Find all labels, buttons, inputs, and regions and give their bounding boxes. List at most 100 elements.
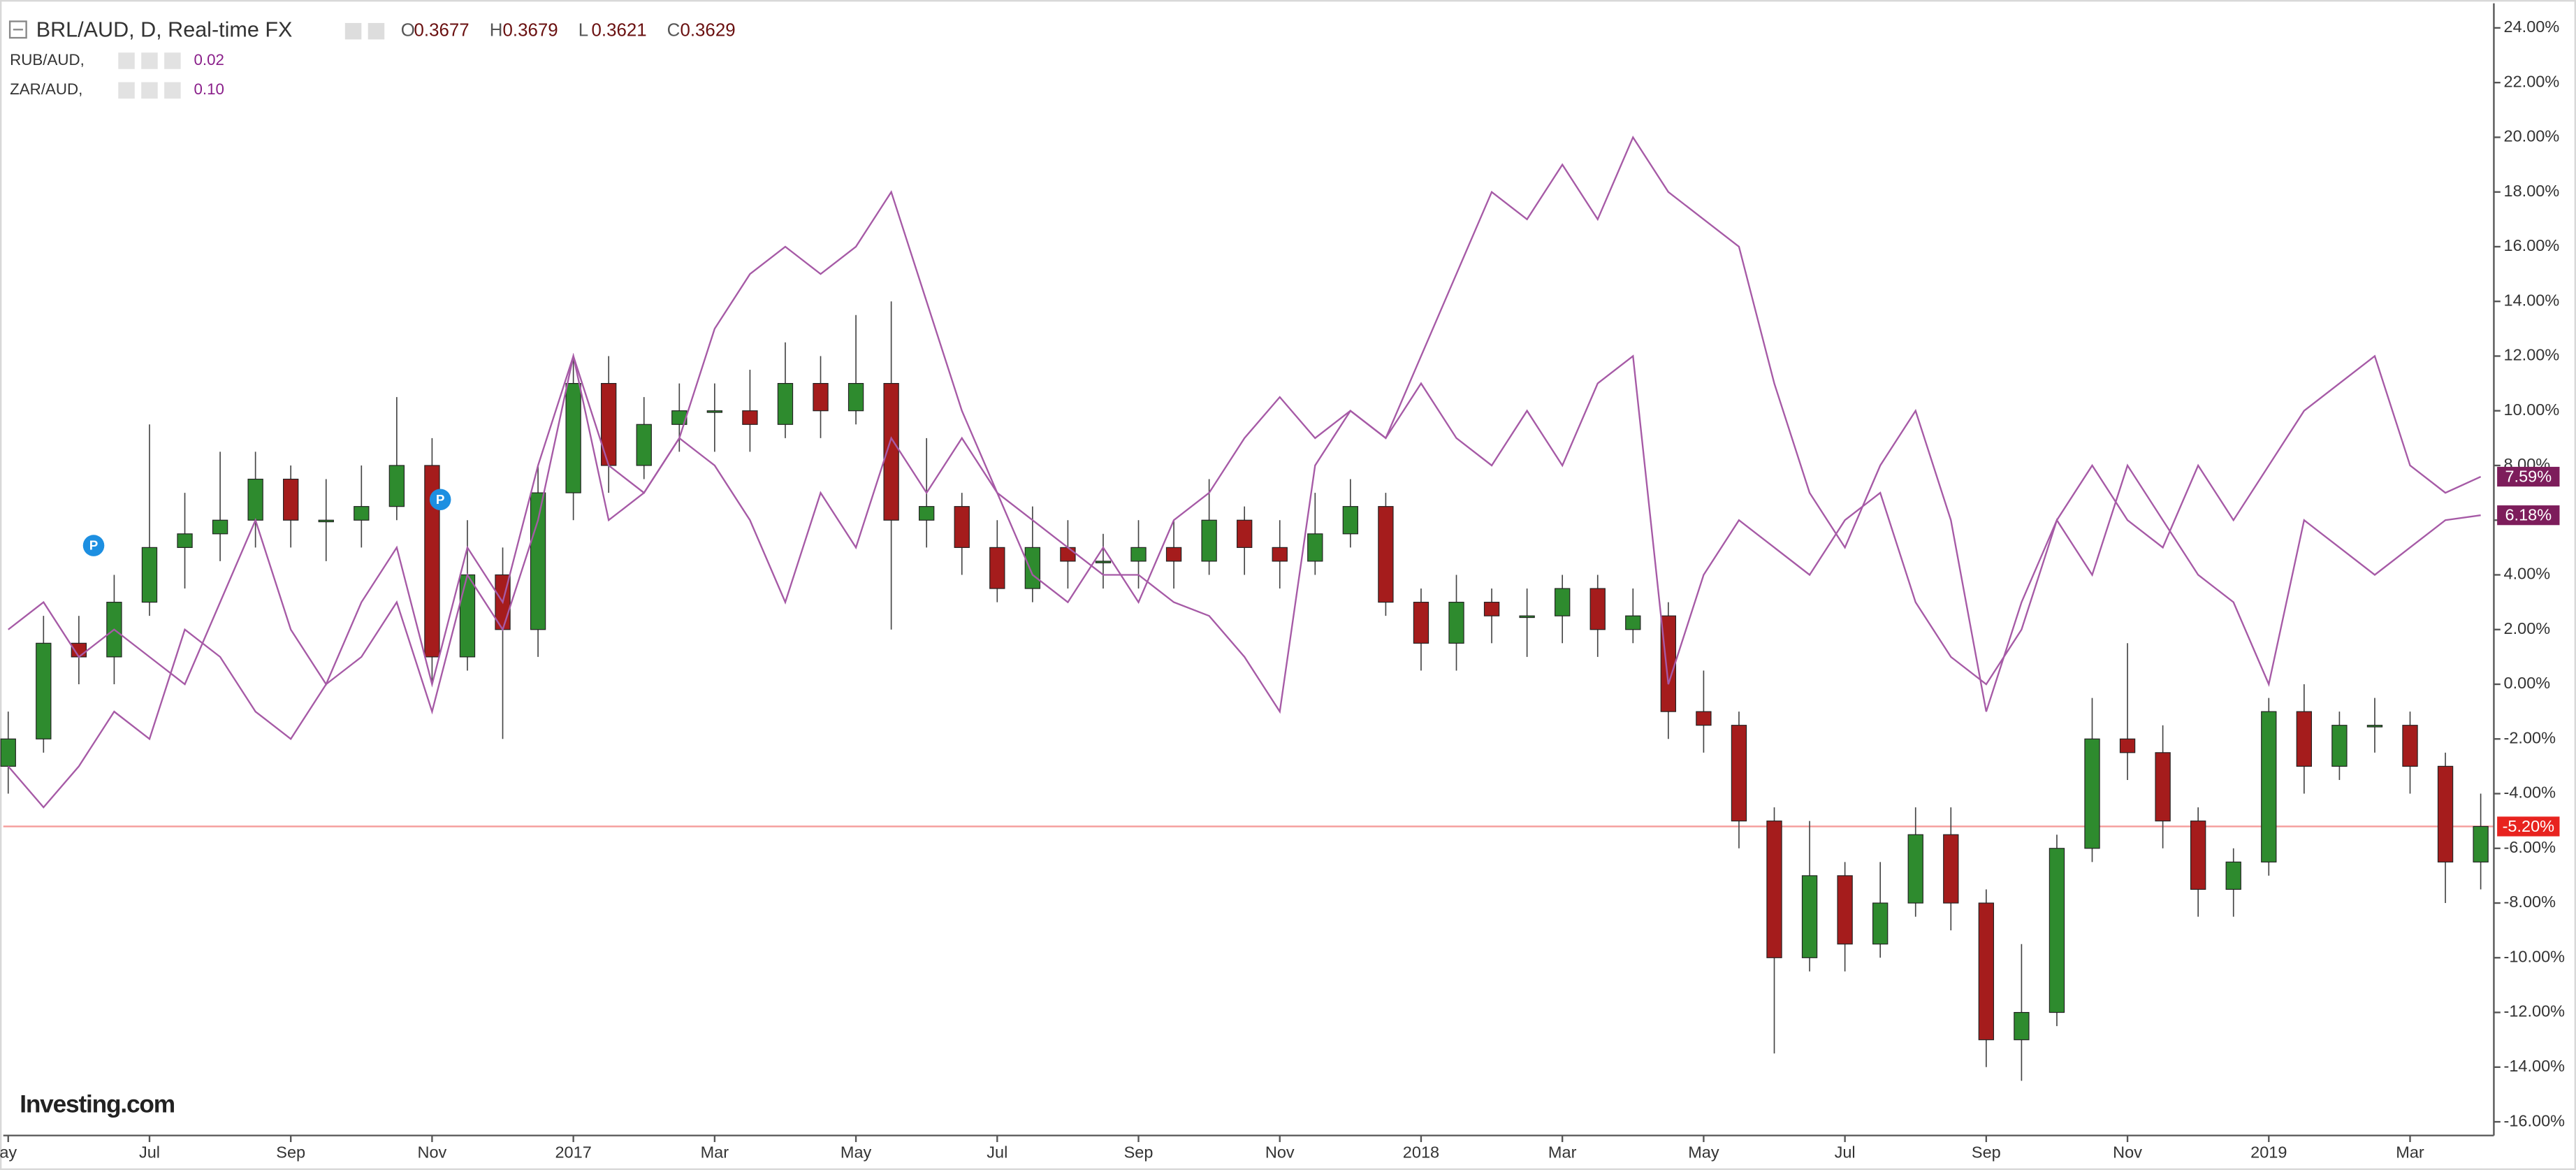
- legend-icon: [164, 82, 181, 99]
- candle-body: [813, 383, 829, 412]
- y-tick-label: 0.00%: [2504, 674, 2551, 692]
- candle-body: [1095, 561, 1112, 563]
- ohlc-letter: L: [578, 21, 588, 41]
- candle-body: [283, 478, 299, 521]
- ohlc-letter: C: [667, 21, 681, 41]
- collapse-icon[interactable]: [8, 20, 27, 39]
- x-tick-label: ay: [0, 1143, 17, 1162]
- settings-icon: [344, 22, 362, 40]
- y-tick-label: -8.00%: [2504, 893, 2556, 911]
- legend-value: 0.02: [194, 51, 224, 68]
- y-tick-label: -6.00%: [2504, 838, 2556, 856]
- y-tick-label: 4.00%: [2504, 565, 2551, 583]
- x-tick-label: Jul: [139, 1143, 160, 1162]
- chart-title: BRL/AUD, D, Real-time FX: [36, 18, 293, 42]
- ohlc-letter: H: [490, 21, 503, 41]
- y-tick-label: -14.00%: [2504, 1057, 2566, 1075]
- candle-body: [1201, 519, 1217, 562]
- candle-body: [1342, 506, 1359, 535]
- annotation-label: P: [436, 492, 445, 507]
- candle-body: [706, 410, 723, 413]
- value-badge: [2497, 466, 2560, 487]
- y-tick-label: 18.00%: [2504, 182, 2560, 200]
- x-tick-label: Mar: [2396, 1143, 2424, 1162]
- plot-area: [0, 135, 2494, 1081]
- candle-body: [1060, 547, 1076, 562]
- x-tick-label: Sep: [1972, 1143, 2001, 1162]
- candle-body: [1625, 615, 1641, 630]
- x-tick-label: Mar: [1548, 1143, 1577, 1162]
- candle-body: [742, 410, 758, 425]
- ohlc-letter: O: [401, 21, 415, 41]
- y-tick-label: 16.00%: [2504, 236, 2560, 254]
- legend-value: 0.10: [194, 80, 224, 98]
- candle-body: [2084, 738, 2100, 849]
- candle-body: [2437, 765, 2454, 862]
- candle-body: [1696, 711, 1712, 726]
- candle-body: [2014, 1011, 2030, 1041]
- x-tick-label: Jul: [1835, 1143, 1856, 1162]
- candle-body: [388, 465, 405, 507]
- y-tick-label: 10.00%: [2504, 400, 2560, 419]
- logo: Investing.com: [20, 1091, 175, 1118]
- candle-body: [1483, 602, 1500, 616]
- candle-body: [212, 519, 228, 535]
- candle-body: [1555, 588, 1571, 616]
- candle-body: [1837, 875, 1853, 945]
- legend-name: RUB/AUD,: [10, 51, 85, 68]
- candle-body: [2225, 861, 2241, 890]
- candle-body: [1024, 547, 1041, 589]
- value-badge: [2497, 505, 2560, 526]
- candle-body: [177, 533, 193, 548]
- candle-body: [530, 492, 546, 630]
- candle-body: [1801, 875, 1818, 958]
- candle-body: [2261, 711, 2277, 862]
- candle-body: [1378, 506, 1394, 603]
- candle-body: [2155, 752, 2171, 822]
- annotation-label: P: [89, 538, 99, 553]
- x-tick-label: Jul: [987, 1143, 1007, 1162]
- value-badge-label: 7.59%: [2505, 467, 2552, 485]
- ohlc-value: 0.3621: [592, 21, 647, 41]
- legend-icon: [118, 82, 135, 99]
- candle-body: [1731, 725, 1747, 822]
- candle-body: [1519, 615, 1535, 619]
- candle-body: [1307, 533, 1323, 562]
- x-tick-label: Nov: [1265, 1143, 1295, 1162]
- candle-body: [318, 519, 334, 523]
- candle-body: [141, 547, 158, 603]
- x-tick-label: May: [1688, 1143, 1719, 1162]
- candle-body: [919, 506, 935, 521]
- candle-body: [2331, 725, 2348, 767]
- candle-body: [636, 424, 652, 466]
- candle-body: [1907, 834, 1923, 904]
- candle-body: [989, 547, 1005, 589]
- candle-body: [36, 642, 52, 739]
- candle-body: [1589, 588, 1606, 630]
- candle-body: [2366, 725, 2383, 728]
- candle-body: [565, 383, 581, 493]
- value-badge-label: 6.18%: [2505, 506, 2552, 524]
- legend-icon: [141, 82, 158, 99]
- current-badge-label: -5.20%: [2503, 817, 2555, 835]
- y-tick-label: 20.00%: [2504, 127, 2560, 145]
- candle-body: [1130, 547, 1147, 562]
- annotation-marker[interactable]: P: [82, 535, 105, 556]
- annotation-marker[interactable]: P: [429, 489, 451, 511]
- x-tick-label: Sep: [1124, 1143, 1154, 1162]
- x-tick-label: 2019: [2250, 1143, 2287, 1162]
- candle-body: [2402, 725, 2418, 767]
- series-line: [8, 352, 2481, 688]
- candle-body: [2296, 711, 2313, 767]
- candle-body: [1766, 821, 1782, 958]
- x-tick-label: Nov: [418, 1143, 447, 1162]
- candle-body: [1978, 902, 1995, 1041]
- candle-body: [2119, 738, 2136, 753]
- settings-icon: [368, 22, 385, 40]
- candle-body: [883, 383, 899, 521]
- ohlc-value: 0.3679: [503, 21, 558, 41]
- candle-body: [1413, 602, 1429, 644]
- legend-name: ZAR/AUD,: [10, 80, 82, 98]
